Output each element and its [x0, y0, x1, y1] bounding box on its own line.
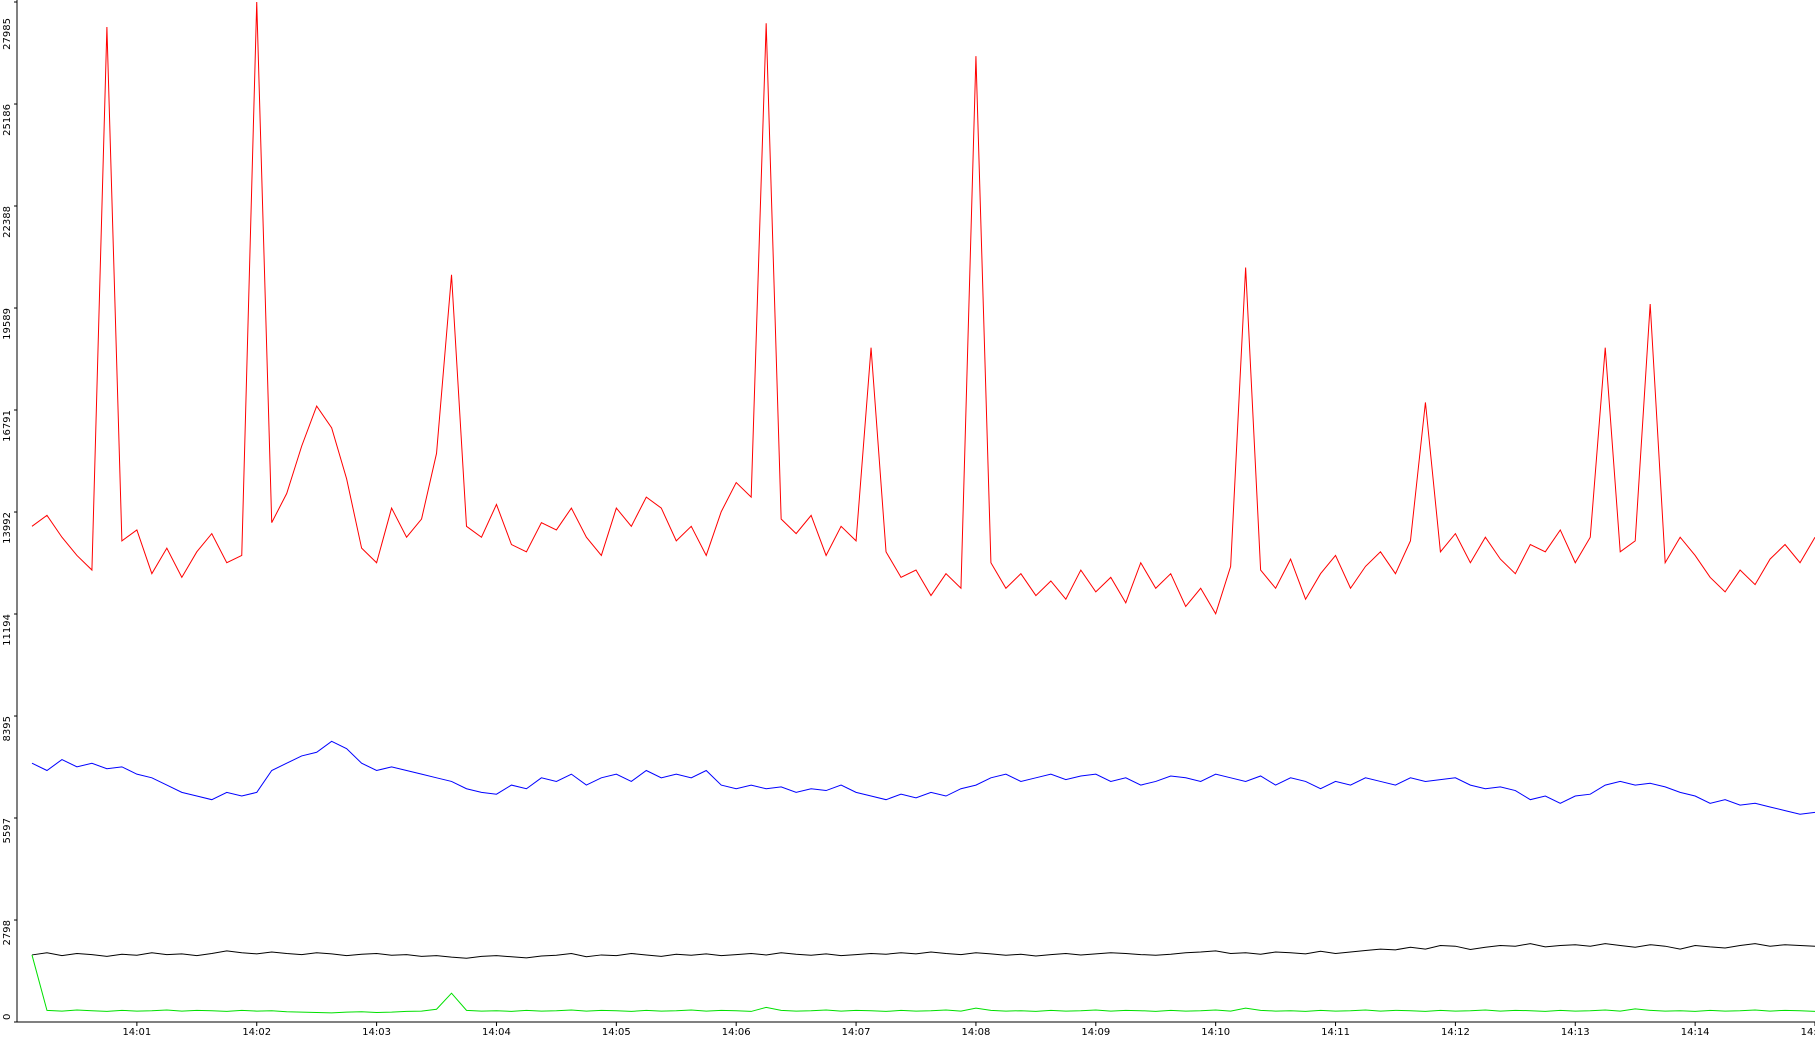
series-line [31, 740, 1815, 815]
x-tick-label: 14:12 [1441, 1027, 1470, 1038]
y-tick-label: 16791 [2, 410, 13, 442]
y-tick-label: 13992 [2, 512, 13, 544]
x-tick-label: 14:11 [1321, 1027, 1350, 1038]
x-tick-label: 14:05 [602, 1027, 631, 1038]
y-tick-label: 27985 [2, 18, 13, 50]
x-tick-label: 14:04 [482, 1027, 511, 1038]
y-tick-label: 22388 [2, 206, 13, 238]
x-tick-label: 14:08 [962, 1027, 991, 1038]
series-line [31, 943, 1815, 959]
x-tick-label: 14:06 [722, 1027, 751, 1038]
y-tick-label: 5597 [2, 818, 13, 843]
y-tick-label: 11194 [2, 614, 13, 646]
x-tick-label: 14:01 [122, 1027, 151, 1038]
x-tick-label: 14:10 [1201, 1027, 1230, 1038]
y-tick-label: 2798 [2, 920, 13, 945]
y-tick-label: 25186 [2, 104, 13, 136]
y-tick-label: 8395 [2, 716, 13, 741]
series-line [31, 1, 1815, 616]
series-line [31, 954, 1815, 1014]
x-tick-label: 14:15 [1801, 1027, 1815, 1038]
y-tick-label: 0 [2, 1014, 13, 1020]
x-tick-label: 14:02 [242, 1027, 271, 1038]
x-tick-label: 14:07 [842, 1027, 871, 1038]
y-tick-label: 19589 [2, 308, 13, 340]
x-tick-label: 14:09 [1081, 1027, 1110, 1038]
x-tick-label: 14:14 [1681, 1027, 1710, 1038]
x-tick-label: 14:03 [362, 1027, 391, 1038]
x-tick-label: 14:13 [1561, 1027, 1590, 1038]
